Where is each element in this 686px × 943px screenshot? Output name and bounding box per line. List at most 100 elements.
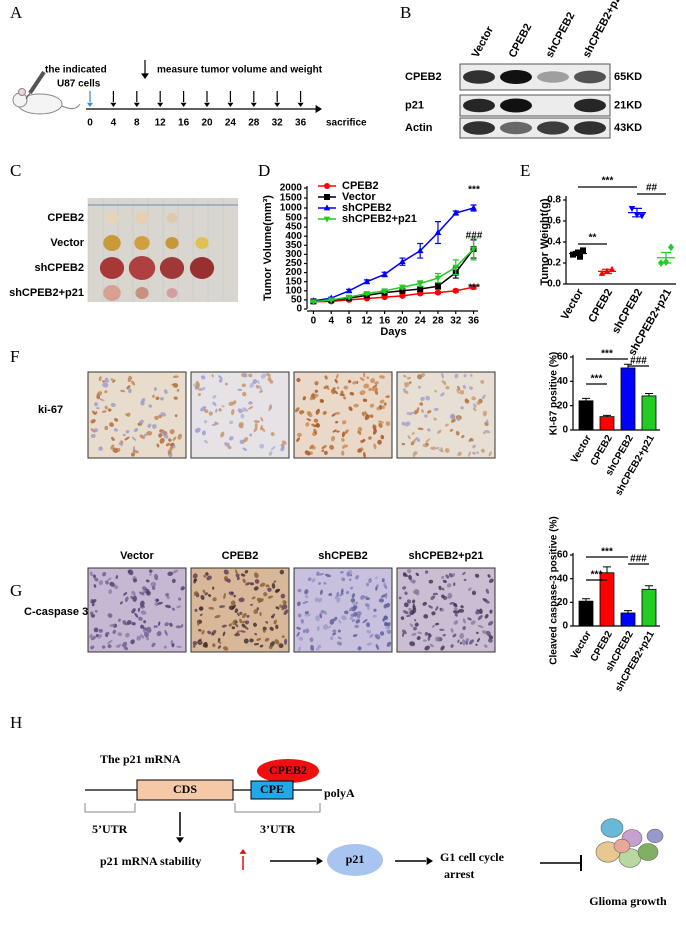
- marker: [570, 251, 576, 258]
- cell: [315, 422, 321, 428]
- cell: [361, 438, 366, 443]
- cell: [98, 376, 102, 382]
- cell: [406, 411, 409, 415]
- x-axis-label: Days: [380, 326, 406, 338]
- cell: [212, 586, 215, 590]
- cell: [449, 428, 453, 432]
- cell: [353, 403, 359, 408]
- cell: [104, 425, 109, 431]
- cell: [465, 638, 470, 642]
- cell: [306, 418, 311, 421]
- cell: [172, 383, 179, 388]
- micrograph: [87, 567, 187, 653]
- cell: [90, 433, 96, 439]
- error-bar: [632, 207, 642, 218]
- cell: [90, 613, 96, 618]
- cell: [262, 629, 266, 633]
- y-tick-label: 1000: [280, 203, 303, 214]
- column-header: CPEB2: [222, 550, 259, 562]
- arrow-head: [141, 73, 149, 79]
- cell: [376, 406, 380, 411]
- cell: [445, 574, 450, 579]
- cell: [281, 635, 285, 638]
- tumor: [134, 236, 150, 250]
- cell: [229, 420, 234, 425]
- cell: [124, 436, 130, 441]
- cell: [148, 404, 153, 408]
- cell: [349, 586, 354, 590]
- cell: [422, 601, 427, 606]
- marker: [434, 275, 442, 282]
- needle: [25, 92, 31, 100]
- cell: [336, 641, 343, 646]
- cell: [115, 575, 119, 579]
- cell: [319, 613, 323, 619]
- cell: [130, 452, 136, 457]
- marker: [399, 284, 406, 291]
- tumor: [166, 213, 178, 223]
- day-label: 32: [272, 118, 284, 129]
- y-tick-label: 0.6: [547, 216, 561, 227]
- y-tick-label: 0: [562, 621, 568, 632]
- tumor: [135, 212, 149, 224]
- cell: [172, 375, 179, 378]
- cell: [268, 451, 273, 456]
- cell: [433, 417, 437, 421]
- cell: [228, 623, 233, 627]
- tumor: [103, 285, 121, 301]
- cell: [374, 381, 379, 385]
- micrograph-bg: [190, 371, 290, 459]
- legend-marker: [324, 194, 330, 200]
- cell: [427, 410, 432, 414]
- cell: [441, 587, 445, 591]
- cell: [450, 418, 456, 423]
- cell: [445, 385, 450, 390]
- cell: [220, 431, 225, 438]
- cell: [375, 643, 380, 650]
- marker: [417, 290, 424, 297]
- marker: [470, 284, 477, 291]
- cell: [158, 621, 161, 626]
- cell: [435, 636, 440, 642]
- bar: [599, 416, 615, 431]
- cell: [156, 443, 160, 448]
- cell: [488, 635, 494, 640]
- cell: [305, 628, 310, 634]
- cell: [238, 597, 245, 603]
- cell: [131, 436, 137, 441]
- y-axis-label: Tumor Weight(g): [539, 198, 551, 285]
- cell: [282, 600, 287, 605]
- cell: [197, 392, 201, 397]
- cell: [468, 639, 474, 645]
- cell: [440, 608, 445, 612]
- cell: [194, 608, 198, 612]
- cell: [231, 591, 234, 594]
- cell: [356, 381, 359, 384]
- cell: [437, 429, 442, 434]
- cell: [207, 630, 212, 635]
- cell: [259, 390, 263, 393]
- cell: [309, 444, 314, 450]
- cell: [167, 449, 172, 455]
- cell: [369, 403, 375, 408]
- cell: [249, 638, 254, 643]
- cell: [259, 424, 263, 431]
- cell: [151, 642, 156, 648]
- cell: [324, 610, 327, 615]
- cell: [152, 394, 155, 398]
- cell: [386, 641, 392, 647]
- cell: [442, 633, 446, 637]
- cell: [473, 403, 477, 408]
- cell: [260, 417, 264, 422]
- panel-label: C: [10, 161, 21, 180]
- cell: [94, 411, 98, 415]
- row-label: C-caspase 3: [24, 606, 88, 618]
- cell: [485, 588, 490, 594]
- x-tick-label: 32: [450, 316, 462, 327]
- error-bar: [603, 566, 611, 573]
- cell: [368, 387, 372, 392]
- cell: [92, 574, 96, 578]
- cell: [107, 408, 112, 412]
- cell: [355, 574, 359, 580]
- cell: [107, 639, 113, 644]
